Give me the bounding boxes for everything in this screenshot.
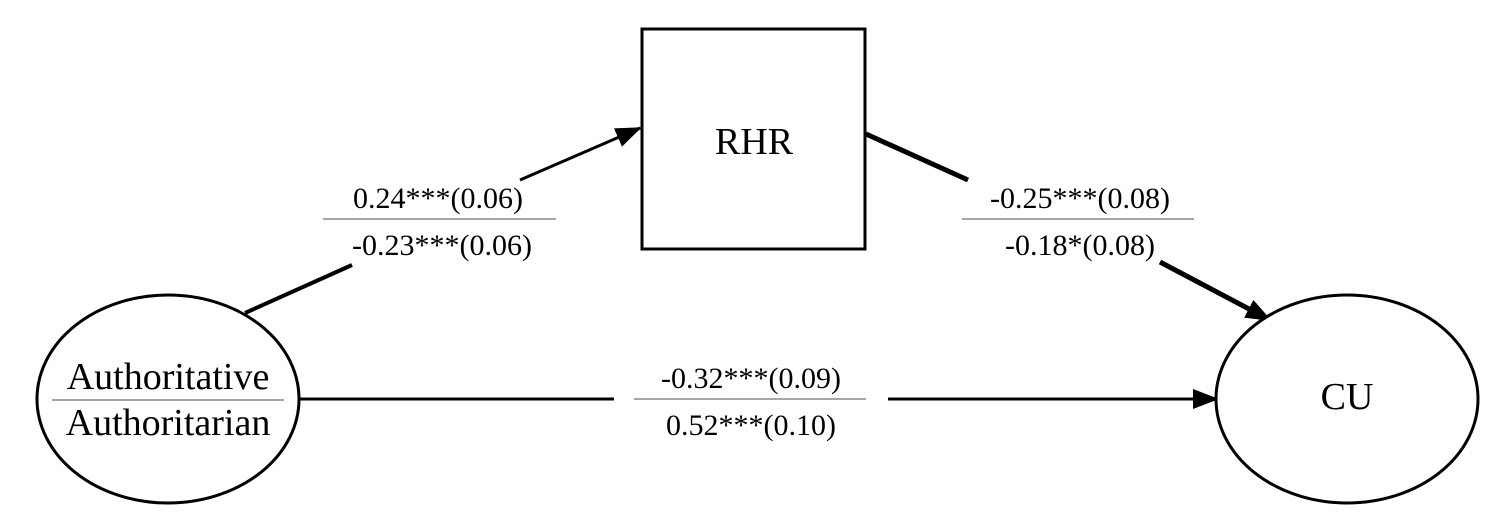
path-c-bottom-coef: 0.52***(0.10)	[666, 409, 836, 442]
predictor-node: Authoritative Authoritarian	[35, 293, 301, 505]
path-a-line-lower	[244, 263, 353, 315]
predictor-bottom-label: Authoritarian	[66, 402, 271, 444]
path-a-coefficients: 0.24***(0.06) -0.23***(0.06)	[323, 182, 556, 262]
mediator-box	[640, 27, 867, 251]
path-b-arrow	[864, 131, 1272, 323]
predictor-top-label: Authoritative	[67, 356, 270, 398]
outcome-ellipse	[1214, 293, 1480, 505]
path-a-bottom-coef: -0.23***(0.06)	[352, 229, 532, 262]
path-b-coefficients: -0.25***(0.08) -0.18*(0.08)	[962, 182, 1194, 262]
path-b-line-lower	[1158, 259, 1272, 323]
mediator-node: RHR	[640, 27, 867, 251]
path-b-bottom-coef: -0.18*(0.08)	[1005, 229, 1155, 262]
path-b-line-upper	[864, 131, 970, 183]
outcome-node: CU	[1214, 293, 1480, 505]
path-a-line-upper	[519, 126, 642, 182]
path-a-top-coef: 0.24***(0.06)	[353, 182, 523, 215]
path-c-top-coef: -0.32***(0.09)	[661, 362, 841, 395]
path-b-top-coef: -0.25***(0.08)	[990, 182, 1170, 215]
mediator-label: RHR	[715, 121, 794, 163]
path-c-coefficients: -0.32***(0.09) 0.52***(0.10)	[634, 362, 866, 442]
predictor-ellipse	[35, 293, 301, 505]
path-a-arrow	[244, 126, 642, 315]
outcome-label: CU	[1321, 376, 1374, 418]
